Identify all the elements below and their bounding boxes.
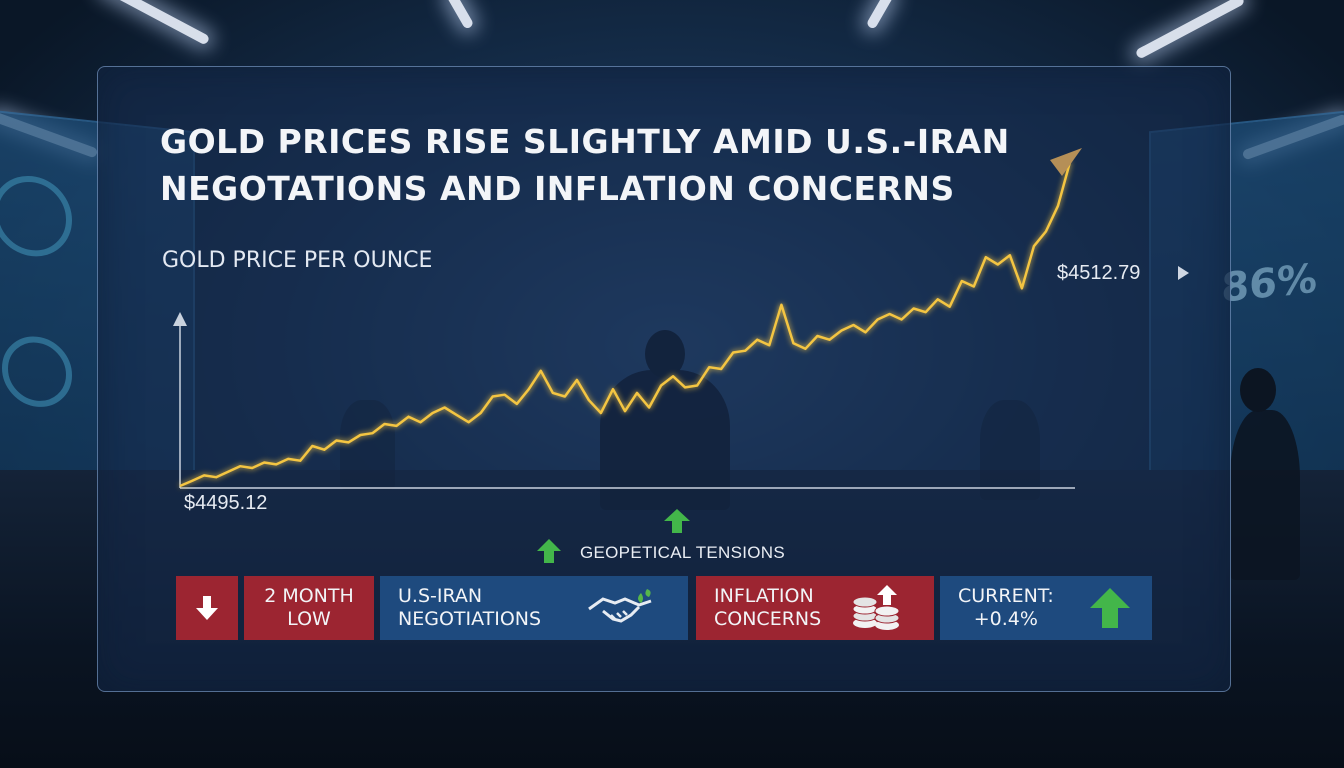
two-month-low-text: 2 MONTH LOW bbox=[264, 585, 354, 630]
headline-title: GOLD PRICES RISE SLIGHTLY AMID U.S.-IRAN… bbox=[160, 122, 1010, 208]
handshake-icon bbox=[588, 589, 652, 623]
person-silhouette bbox=[1230, 410, 1300, 580]
start-price-label: $4495.12 bbox=[184, 492, 268, 514]
y-axis-arrowhead bbox=[173, 312, 187, 326]
status-tile-current: CURRENT: +0.4% bbox=[940, 576, 1152, 640]
status-tile-down bbox=[176, 576, 238, 640]
coin-stack-up-icon bbox=[852, 585, 900, 630]
person-head bbox=[1240, 368, 1276, 412]
y-axis-label: GOLD PRICE PER OUNCE bbox=[162, 248, 433, 273]
up-arrow-icon bbox=[537, 539, 561, 563]
play-arrow-icon bbox=[1178, 266, 1189, 280]
end-price-label: $4512.79 bbox=[1057, 262, 1141, 284]
status-tile-negotiations: U.S-IRAN NEGOTIATIONS bbox=[380, 576, 688, 640]
down-arrow-icon bbox=[196, 596, 218, 620]
negotiations-text: U.S-IRAN NEGOTIATIONS bbox=[398, 585, 542, 630]
up-arrow-icon bbox=[664, 509, 690, 533]
current-change-text: CURRENT: +0.4% bbox=[958, 585, 1054, 630]
trend-arrowhead bbox=[1050, 148, 1082, 176]
price-series-line bbox=[179, 161, 1072, 488]
geopolitical-tensions-label: GEOPETICAL TENSIONS bbox=[580, 543, 786, 562]
status-tile-inflation: INFLATION CONCERNS bbox=[696, 576, 934, 640]
status-tile-two-month-low: 2 MONTH LOW bbox=[244, 576, 374, 640]
inflation-text: INFLATION CONCERNS bbox=[714, 585, 822, 630]
up-arrow-icon bbox=[1089, 588, 1130, 628]
